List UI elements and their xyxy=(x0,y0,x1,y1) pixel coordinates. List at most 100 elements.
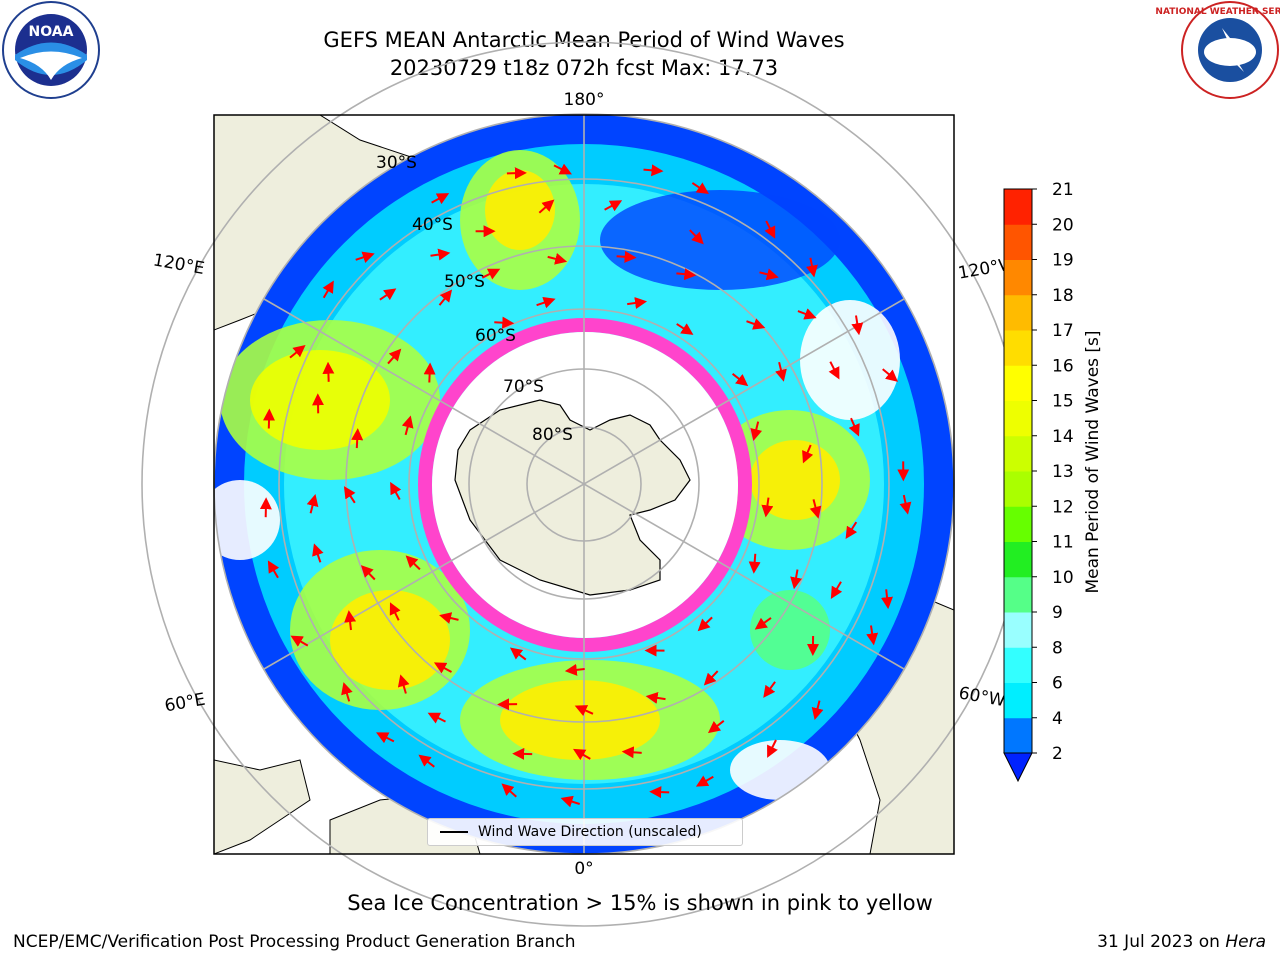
wind-wave-arrow xyxy=(427,712,446,724)
wind-wave-arrow xyxy=(689,229,704,245)
wind-wave-arrow xyxy=(643,164,664,177)
wind-wave-arrow xyxy=(390,481,402,500)
wind-wave-arrow xyxy=(312,543,324,563)
svg-text:NATIONAL WEATHER SERVICE: NATIONAL WEATHER SERVICE xyxy=(1155,7,1280,17)
lat-label-70s: 70°S xyxy=(503,377,544,397)
wind-wave-arrow xyxy=(509,647,527,661)
wind-wave-arrow xyxy=(341,682,353,702)
wind-wave-arrow xyxy=(355,251,375,263)
wind-wave-arrow xyxy=(501,783,517,798)
wind-wave-arrow xyxy=(376,732,395,744)
lat-label-80s: 80°S xyxy=(532,425,573,445)
sea-ice-edge xyxy=(418,318,752,652)
wind-wave-arrow xyxy=(290,635,309,647)
lat-label-60s: 60°S xyxy=(475,326,516,346)
colorbar-tick-label: 11 xyxy=(1052,533,1074,553)
colorbar-tick-label: 14 xyxy=(1052,427,1074,447)
colorbar-segment xyxy=(1004,471,1032,507)
wind-wave-arrow xyxy=(882,368,899,382)
wind-wave-arrow xyxy=(322,280,334,299)
colorbar-tick-label: 17 xyxy=(1052,321,1074,341)
colorbar-tick-label: 13 xyxy=(1052,462,1074,482)
wind-wave-arrow xyxy=(764,220,776,239)
wind-wave-arrow xyxy=(790,569,802,590)
wind-wave-arrow xyxy=(851,315,864,336)
wind-wave-arrow xyxy=(574,705,594,717)
wind-wave-arrow xyxy=(703,670,719,686)
wind-wave-arrow xyxy=(418,754,435,768)
colorbar-segment xyxy=(1004,259,1032,296)
colorbar-segment xyxy=(1004,400,1032,437)
colorbar-extend-triangle xyxy=(1003,752,1033,783)
wind-wave-arrow xyxy=(351,428,364,449)
colorbar-tick-label: 18 xyxy=(1052,286,1074,306)
date-label: 31 Jul 2023 on xyxy=(1097,932,1226,952)
colorbar-tick-label: 2 xyxy=(1052,744,1063,764)
wind-wave-arrow xyxy=(621,746,642,759)
map-frame xyxy=(213,114,955,855)
wind-wave-arrow xyxy=(754,617,772,630)
wind-wave-arrow xyxy=(748,553,761,574)
wind-wave-arrow xyxy=(645,691,666,704)
wind-wave-arrow xyxy=(695,775,714,787)
wind-wave-arrow xyxy=(676,268,697,281)
nws-logo: NATIONAL WEATHER SERVICE xyxy=(1155,1,1280,99)
wind-wave-arrow xyxy=(267,560,280,579)
colorbar-tick-label: 16 xyxy=(1052,356,1074,376)
wind-wave-arrow xyxy=(767,739,778,758)
legend-label: Wind Wave Direction (unscaled) xyxy=(478,824,702,840)
host-label: Hera xyxy=(1225,932,1266,952)
colorbar-segment xyxy=(1004,330,1032,366)
wind-wave-arrow xyxy=(845,521,858,539)
wind-wave-arrow xyxy=(802,444,814,464)
wind-wave-arrow xyxy=(481,268,501,280)
colorbar-tick-label: 8 xyxy=(1052,638,1063,658)
wind-wave-arrow xyxy=(553,163,572,175)
wind-wave-arrow xyxy=(389,602,401,621)
noaa-logo: NOAA xyxy=(2,1,100,99)
colorbar-tick-label: 4 xyxy=(1052,709,1063,729)
wind-wave-arrow xyxy=(405,555,421,571)
colorbar-tick-label: 9 xyxy=(1052,603,1063,623)
lat-label-30s: 30°S xyxy=(376,153,417,173)
wind-wave-arrow xyxy=(731,373,749,387)
lon-label-180: 180° xyxy=(564,90,605,110)
wind-wave-arrow xyxy=(430,248,451,261)
wind-wave-arrow xyxy=(627,297,648,309)
wind-wave-arrow xyxy=(343,486,356,504)
wind-wave-arrow xyxy=(494,316,515,329)
sea-ice-note: Sea Ice Concentration > 15% is shown in … xyxy=(347,891,933,915)
colorbar-label: Mean Period of Wind Waves [s] xyxy=(1083,330,1103,593)
land-antarctica xyxy=(454,399,691,596)
lon-label-60e: 60°E xyxy=(163,690,207,717)
colorbar-tick-label: 19 xyxy=(1052,251,1074,271)
wind-wave-arrow xyxy=(536,296,556,309)
colorbar-segment xyxy=(1004,612,1032,648)
chart-title: GEFS MEAN Antarctic Mean Period of Wind … xyxy=(323,28,845,52)
wind-wave-arrow xyxy=(573,748,591,761)
date-text: 31 Jul 2023 on Hera xyxy=(1097,932,1266,952)
lon-label-60w: 60°W xyxy=(957,683,1007,711)
colorbar-tick-label: 15 xyxy=(1052,392,1074,412)
wind-wave-arrow xyxy=(560,795,580,808)
wind-wave-arrow xyxy=(806,257,818,278)
wind-wave-arrow xyxy=(344,610,357,631)
wind-wave-arrow xyxy=(828,361,840,380)
colorbar-tick-label: 6 xyxy=(1052,674,1063,694)
wind-wave-arrow xyxy=(707,720,725,734)
wind-wave-arrow xyxy=(322,361,335,382)
wind-wave-arrow xyxy=(809,499,822,519)
legend-line xyxy=(440,831,468,833)
lat-label-40s: 40°S xyxy=(412,215,453,235)
wind-wave-arrow xyxy=(604,200,623,212)
wind-wave-arrow xyxy=(616,250,637,263)
wind-wave-arrow xyxy=(423,362,436,383)
wind-wave-arrow xyxy=(360,565,376,581)
wind-wave-arrow xyxy=(761,497,774,518)
wind-wave-arrow xyxy=(306,493,319,514)
chart-subtitle: 20230729 t18z 072h fcst Max: 17.73 xyxy=(389,56,779,80)
wind-wave-arrow xyxy=(649,786,670,799)
wind-wave-arrows xyxy=(259,163,912,808)
wind-wave-arrow xyxy=(746,318,766,330)
wind-wave-arrow xyxy=(289,345,306,359)
